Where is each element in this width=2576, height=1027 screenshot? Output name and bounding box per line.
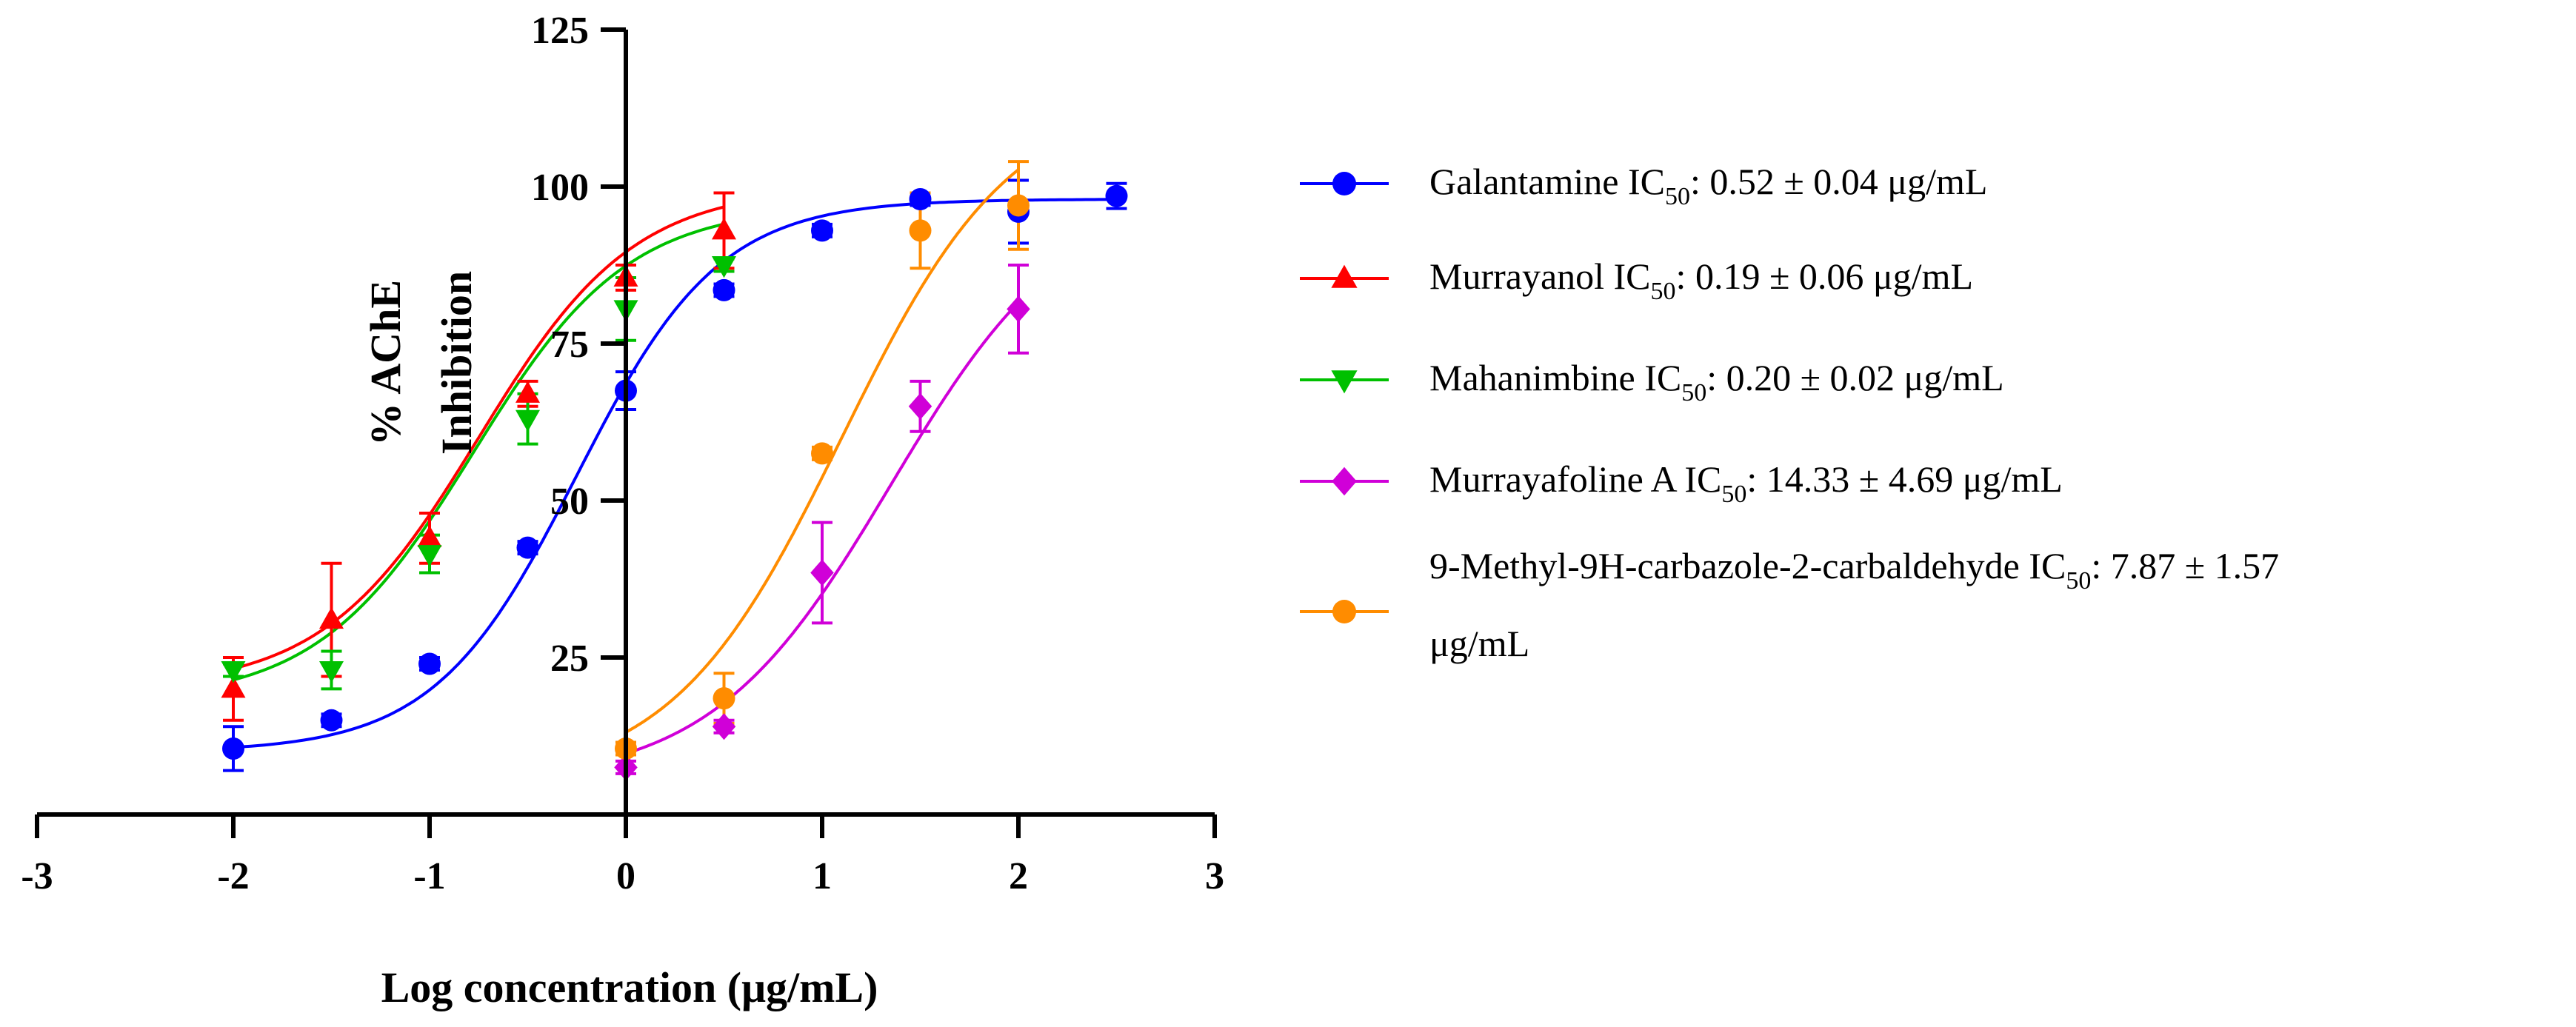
data-point [713,687,735,710]
data-point [810,559,834,586]
data-point [515,409,540,432]
data-point [221,660,246,683]
legend-swatch-marker [1332,466,1357,496]
fit-curve [233,222,724,682]
data-point [908,392,932,420]
data-point [222,737,244,760]
data-point [909,219,932,242]
legend-item: Murrayanol IC50: 0.19 ± 0.06 μg/mL [1300,255,1973,305]
data-point [1105,184,1128,207]
y-axis-title-line1: % AChE [361,280,410,446]
data-point [319,660,344,683]
legend-item: Murrayafoline A IC50: 14.33 ± 4.69 μg/mL [1300,458,2063,508]
y-tick-label: 125 [531,10,589,52]
x-tick-label: 1 [812,855,832,897]
data-point [320,709,343,732]
legend-item: Mahanimbine IC50: 0.20 ± 0.02 μg/mL [1300,357,2004,407]
data-point [515,381,540,403]
legend-item: Galantamine IC50: 0.52 ± 0.04 μg/mL [1300,161,1987,210]
fit-curve [233,198,1117,749]
x-tick-label: -3 [21,855,53,897]
legend-swatch-marker [1332,172,1356,195]
legend-item: 9-Methyl-9H-carbazole-2-carbaldehyde IC5… [1300,545,2279,664]
data-point [909,187,932,210]
legend-label: Mahanimbine IC50: 0.20 ± 0.02 μg/mL [1429,357,2004,407]
y-tick-label: 50 [550,481,589,523]
x-tick-label: 3 [1205,855,1224,897]
data-point [1007,194,1030,217]
x-tick-label: 2 [1009,855,1028,897]
data-point [417,545,442,567]
legend-label-line2: μg/mL [1429,623,1529,664]
data-point [713,278,735,301]
y-axis-title: % AChE Inhibition [361,271,481,455]
legend-label: 9-Methyl-9H-carbazole-2-carbaldehyde IC5… [1429,545,2279,595]
data-point [221,676,246,698]
legend-swatch-marker [1332,600,1356,623]
data-point [811,442,833,465]
y-tick-label: 75 [550,324,589,366]
legend-swatch-marker [1331,370,1358,394]
data-points [221,184,1128,781]
y-axis-title-line2: Inhibition [433,271,481,455]
x-tick-label: -1 [413,855,445,897]
legend: Galantamine IC50: 0.52 ± 0.04 μg/mL Murra… [1300,161,2279,664]
fit-curves [233,168,1117,755]
data-point [712,218,736,240]
legend-label: Murrayanol IC50: 0.19 ± 0.06 μg/mL [1429,255,1973,305]
x-tick-label: 0 [616,855,635,897]
fit-curve [233,205,724,670]
legend-label: Galantamine IC50: 0.52 ± 0.04 μg/mL [1429,161,1987,210]
fit-curve [625,168,1020,734]
y-tick-label: 25 [550,638,589,680]
data-point [712,713,736,740]
legend-label: Murrayafoline A IC50: 14.33 ± 4.69 μg/mL [1429,458,2063,508]
data-point [417,525,442,547]
x-tick-label: -2 [217,855,249,897]
data-point [418,652,441,675]
error-bars [223,160,1127,775]
y-tick-label: 100 [531,167,589,209]
data-point [712,256,736,278]
data-point [319,606,344,629]
axes [35,27,1217,838]
legend-swatch-marker [1331,264,1358,288]
data-point [811,219,833,242]
tick-labels: -3 -2 -1 0 1 2 3 25 50 75 100 125 [21,10,1224,897]
x-axis-title: Log concentration (μg/mL) [381,963,878,1011]
data-point [516,536,539,559]
data-point [1007,295,1030,323]
